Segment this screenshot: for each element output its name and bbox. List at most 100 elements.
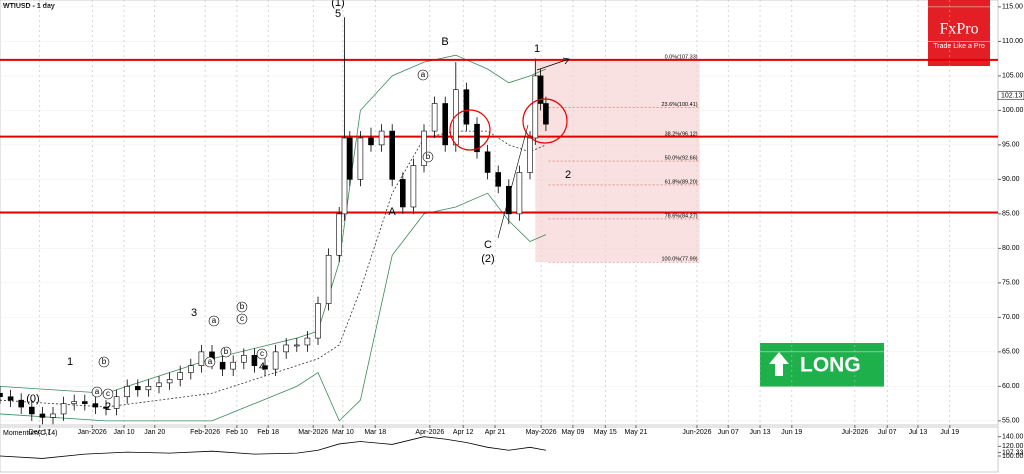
signal-badge: LONG (760, 343, 884, 387)
candle-body (400, 179, 406, 208)
wave-sublabel: b (224, 347, 229, 356)
x-tick-label: Apr-2026 (415, 429, 444, 436)
candle-body (124, 386, 131, 398)
x-tick-label: Jun 07 (718, 429, 739, 436)
fib-label: 23.6%(100.41) (662, 102, 698, 108)
candle-body (113, 396, 120, 409)
y-tick-label: 100.00 (1002, 107, 1024, 114)
x-tick-label: Jul 07 (878, 429, 897, 436)
y-tick-label: 90.00 (1002, 176, 1020, 183)
highlight-circle (522, 98, 568, 144)
wave-sublabel: a (208, 357, 213, 366)
candle-body (357, 137, 364, 180)
wave-sublabel: b (426, 152, 431, 161)
wave-label: 3 (191, 307, 197, 319)
candle-body (262, 365, 268, 370)
candle-body (230, 361, 237, 370)
candle-body (315, 303, 321, 339)
x-tick-label: May 15 (594, 429, 617, 436)
candle-body (484, 151, 491, 173)
wave-circle (236, 301, 248, 313)
arrow-up (769, 352, 789, 376)
x-tick-label: Jun-2026 (682, 429, 711, 436)
x-tick-label: Mar-2026 (298, 429, 328, 436)
last-price-label: 102.13 (1001, 93, 1023, 100)
wave-label: 2 (565, 169, 571, 181)
last-price-box (997, 91, 1024, 100)
x-tick-label: Feb 18 (257, 429, 279, 436)
fib-label: 0.0%(107.33) (665, 54, 698, 60)
candle-body (368, 137, 374, 146)
x-tick-label: Mar 10 (332, 429, 354, 436)
y-tick-label: 85.00 (1002, 211, 1020, 218)
highlight-circle (449, 109, 491, 151)
candle-body (474, 123, 480, 153)
candle-body (39, 413, 46, 418)
wave-circle (417, 69, 429, 81)
candle-body (516, 172, 523, 215)
candle-body (442, 103, 449, 146)
wave-circle (256, 348, 268, 360)
wave-line (497, 124, 529, 239)
x-tick-label: Jan 20 (144, 429, 165, 436)
y-tick-label: 105.00 (1002, 73, 1024, 80)
candle-body (135, 386, 141, 391)
x-tick-label: Jun 19 (781, 429, 802, 436)
signal-label: LONG (800, 354, 861, 377)
x-tick-label: Jul-2026 (841, 429, 868, 436)
x-tick-label: Jan-2026 (78, 429, 107, 436)
candle-body (537, 75, 544, 104)
x-tick-label: May-2026 (526, 429, 557, 436)
wave-label: 2 (105, 401, 111, 413)
candle-body (283, 344, 290, 353)
candle-body (304, 337, 311, 346)
candle-body (188, 365, 194, 373)
y-tick-label: 55.00 (1002, 418, 1020, 425)
candle-body (272, 351, 279, 370)
candle-body (92, 403, 99, 408)
candle-body (251, 355, 258, 366)
logo: FxPro Trade Like a Pro (928, 0, 990, 66)
candle-body (177, 372, 184, 380)
chart-title: WTIUSD - 1 day (3, 3, 55, 10)
wave-sublabel: a (212, 316, 217, 325)
candle-body (410, 165, 417, 208)
y-tick-label: 110.00 (1002, 38, 1023, 45)
wave-label: (1) (331, 0, 344, 9)
x-tick-label: Jul 13 (909, 429, 928, 436)
fib-label: 78.6%(84.27) (665, 213, 698, 219)
candle-body (431, 103, 438, 132)
y-tick-label: 60.00 (1002, 383, 1020, 390)
candle-body (29, 406, 35, 415)
wave-label: A (388, 206, 396, 218)
momentum-tick-label: 100.00 (1002, 453, 1024, 460)
wave-sublabel: c (260, 349, 264, 358)
candle-body (103, 406, 109, 409)
fib-label: 38.2%(96.12) (665, 132, 698, 138)
wave-label: (0) (26, 393, 39, 405)
candle-body (241, 355, 247, 363)
y-tick-label: 75.00 (1002, 280, 1020, 287)
wave-label: 4 (259, 361, 265, 373)
y-tick-label: 80.00 (1002, 245, 1020, 252)
candle-body (495, 172, 502, 187)
x-tick-label: Apr 21 (485, 429, 506, 436)
momentum-tick-label: 107.33 (1002, 449, 1024, 456)
wave-sublabel: a (421, 70, 426, 79)
wave-circle (102, 388, 114, 400)
x-tick-label: May 21 (625, 429, 648, 436)
candle-body (156, 382, 162, 387)
wave-sublabel: a (95, 387, 100, 396)
y-tick-label: 70.00 (1002, 314, 1020, 321)
wave-circle (204, 356, 216, 368)
projection-arrow (536, 57, 570, 71)
candle-body (532, 75, 539, 139)
momentum-tick-label: 120.00 (1002, 443, 1024, 450)
x-tick-label: Dec 17 (29, 429, 51, 436)
band-line (0, 192, 547, 422)
candle-body (389, 130, 396, 180)
x-tick-label: Feb-2026 (190, 429, 220, 436)
x-tick-label: Apr 12 (453, 429, 474, 436)
x-tick-label: Feb 10 (226, 429, 248, 436)
